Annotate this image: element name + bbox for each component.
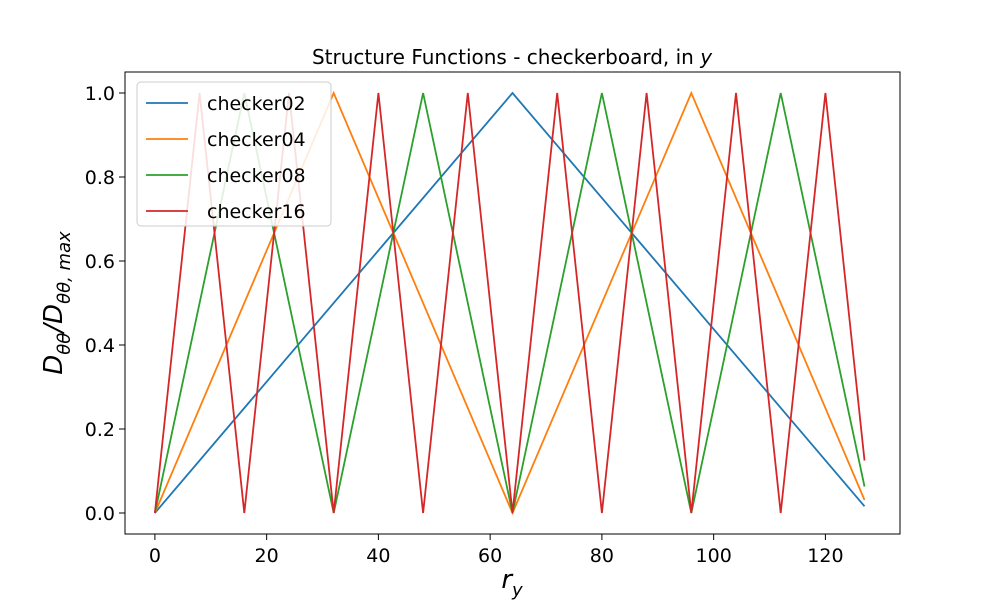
- legend-label-checker02: checker02: [207, 93, 306, 115]
- x-axis: 0 20 40 60 80 100 120: [149, 534, 844, 567]
- y-axis-label-denominator: D: [39, 304, 69, 324]
- y-axis: 0.0 0.2 0.4 0.6 0.8 1.0: [85, 83, 125, 525]
- chart-title-variable: y: [699, 45, 713, 69]
- x-axis-label-main: r: [501, 565, 514, 595]
- y-axis-label-separator: /: [39, 321, 69, 335]
- legend-label-checker16: checker16: [207, 201, 306, 223]
- y-tick-label: 0.6: [85, 251, 115, 273]
- y-tick-label: 1.0: [85, 83, 115, 105]
- x-tick-label: 100: [696, 545, 732, 567]
- x-tick-label: 20: [255, 545, 279, 567]
- legend-label-checker08: checker08: [207, 165, 306, 187]
- x-tick-label: 40: [366, 545, 390, 567]
- plot-frame: [124, 71, 901, 535]
- legend: checker02 checker04 checker08 checker16: [136, 81, 332, 227]
- chart-title: Structure Functions - checkerboard, in y: [312, 45, 713, 69]
- x-axis-label: ry: [501, 565, 523, 600]
- y-axis-label-numerator: D: [39, 355, 69, 375]
- chart-title-text: Structure Functions - checkerboard, in: [312, 45, 700, 69]
- y-tick-label: 0.4: [85, 335, 115, 357]
- y-tick-label: 0.2: [85, 419, 115, 441]
- series-line-checker02: [154, 91, 866, 514]
- legend-frame: [136, 81, 332, 227]
- y-axis-label-denominator-subscript: θθ, max: [54, 231, 75, 304]
- plot-area: [124, 71, 901, 535]
- x-tick-label: 80: [590, 545, 614, 567]
- series-line-checker16: [153, 92, 866, 514]
- x-tick-label: 60: [478, 545, 502, 567]
- y-axis-label: Dθθ/Dθθ, max: [39, 231, 75, 375]
- y-tick-label: 0.8: [85, 167, 115, 189]
- y-tick-label: 0.0: [85, 503, 115, 525]
- series-layer: [153, 90, 866, 516]
- x-tick-label: 120: [807, 545, 843, 567]
- y-axis-label-numerator-subscript: θθ: [54, 333, 75, 355]
- x-axis-label-subscript: y: [511, 580, 523, 600]
- legend-label-checker04: checker04: [207, 129, 306, 151]
- x-tick-label: 0: [149, 545, 161, 567]
